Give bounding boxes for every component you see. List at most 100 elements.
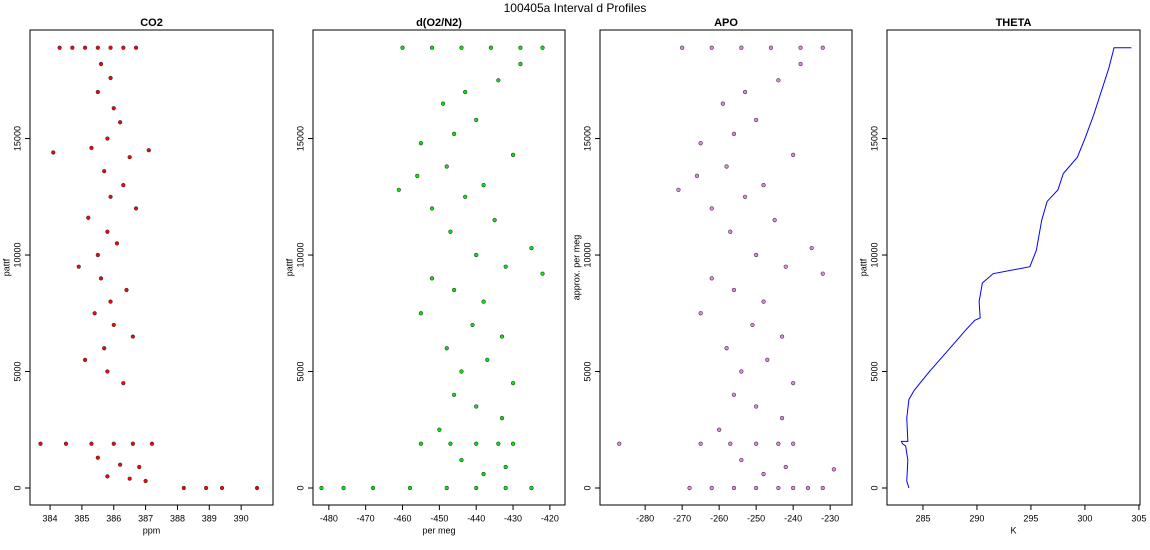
point (779, 334, 785, 339)
point (95, 89, 100, 95)
point (499, 416, 505, 421)
point (440, 101, 446, 106)
point (728, 441, 733, 446)
point (459, 369, 464, 374)
plot-box (312, 29, 566, 506)
point (765, 357, 770, 362)
point (82, 357, 88, 362)
point (70, 45, 75, 50)
point (418, 441, 424, 446)
point (143, 478, 148, 484)
point (481, 183, 486, 188)
point (540, 45, 545, 50)
point (105, 136, 110, 141)
point (130, 334, 135, 339)
point (510, 381, 516, 386)
plot-box (886, 29, 1141, 506)
point (739, 457, 744, 463)
point (496, 441, 501, 446)
x-axis-label: ppm (143, 525, 161, 535)
panel-title: THETA (996, 17, 1032, 29)
point (768, 45, 774, 50)
y-tick-label: 0 (582, 485, 592, 490)
y-tick-label: 0 (295, 485, 305, 490)
point (82, 45, 88, 50)
point (341, 485, 346, 491)
point (742, 194, 748, 199)
x-tick-label: -240 (784, 513, 802, 523)
point (105, 229, 110, 234)
point (717, 427, 722, 432)
point (503, 264, 508, 269)
point (51, 150, 56, 155)
point (761, 471, 766, 477)
point (463, 89, 468, 95)
point (503, 464, 508, 470)
x-axis-label: per meg (422, 525, 455, 535)
point (540, 271, 545, 276)
point (86, 215, 91, 220)
point (676, 187, 681, 192)
point (617, 441, 622, 446)
point (772, 217, 777, 223)
point (809, 245, 814, 251)
x-tick-label: 389 (202, 513, 217, 523)
point (370, 485, 376, 491)
point (724, 164, 729, 169)
point (130, 441, 135, 446)
point (396, 187, 401, 192)
point (98, 276, 104, 281)
point (680, 45, 685, 50)
point (805, 485, 811, 491)
point (114, 241, 120, 246)
point (121, 381, 126, 386)
point (38, 441, 43, 446)
x-tick-label: -460 (394, 513, 412, 523)
y-tick-label: 10000 (582, 243, 592, 268)
point (133, 206, 139, 211)
point (798, 45, 803, 50)
x-tick-label: 384 (43, 513, 58, 523)
x-tick-label: -260 (710, 513, 728, 523)
point (820, 45, 825, 50)
point (761, 299, 766, 304)
point (791, 441, 796, 446)
point (698, 441, 703, 446)
point (783, 264, 788, 269)
point (219, 485, 225, 491)
point (529, 485, 534, 491)
point (754, 441, 759, 446)
point (798, 61, 803, 67)
point (503, 485, 508, 491)
x-tick-label: -470 (357, 513, 375, 523)
y-axis-label: pattf (284, 258, 294, 276)
point (791, 485, 796, 491)
x-tick-label: -450 (430, 513, 448, 523)
point (102, 346, 107, 351)
profile-line (900, 47, 1132, 489)
point (149, 441, 155, 446)
point (102, 169, 107, 174)
x-tick-label: 387 (138, 513, 153, 523)
point (709, 45, 714, 50)
point (137, 464, 142, 470)
point (448, 229, 453, 234)
point (496, 78, 501, 83)
point (791, 152, 796, 157)
x-tick-label: -230 (821, 513, 839, 523)
point (488, 45, 494, 50)
point (127, 155, 132, 160)
point (474, 485, 479, 491)
x-tick-label: 386 (106, 513, 121, 523)
y-tick-label: 10000 (12, 243, 22, 268)
point (121, 183, 126, 188)
point (709, 206, 714, 211)
point (111, 441, 116, 446)
point (108, 75, 113, 81)
point (89, 441, 94, 446)
x-tick-label: 300 (1077, 513, 1092, 523)
y-tick-label: 5000 (12, 361, 22, 381)
x-axis-label: K (1010, 525, 1016, 535)
y-tick-label: 15000 (582, 126, 592, 151)
